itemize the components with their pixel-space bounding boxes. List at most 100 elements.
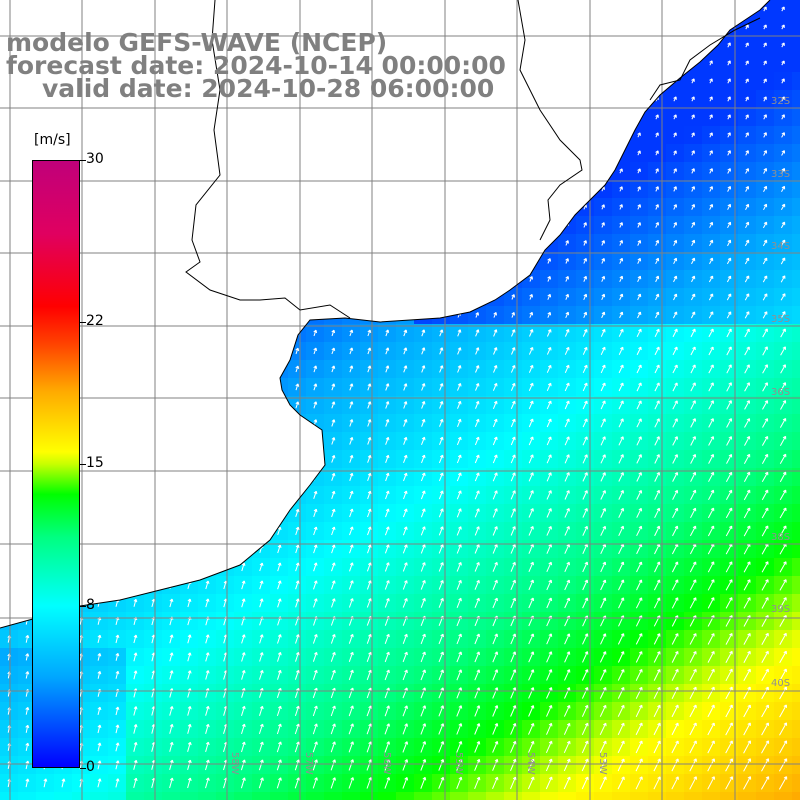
wind-arrow: [654, 382, 660, 392]
speed-cell: [198, 216, 217, 235]
speed-cell: [288, 0, 307, 19]
wind-arrow: [439, 186, 443, 192]
wind-arrow: [25, 312, 29, 318]
wind-arrow: [564, 454, 570, 464]
wind-arrow: [618, 436, 624, 446]
wind-arrow: [115, 6, 119, 12]
speed-cell: [90, 126, 109, 145]
speed-cell: [792, 144, 800, 163]
speed-cell: [522, 108, 541, 127]
wind-arrow: [241, 634, 246, 644]
wind-arrow: [438, 544, 444, 554]
wind-arrow: [708, 453, 715, 464]
wind-arrow: [367, 419, 372, 427]
speed-cell: [504, 108, 523, 127]
speed-cell: [360, 0, 379, 19]
wind-arrow: [619, 150, 623, 156]
wind-arrow: [653, 597, 661, 609]
wind-arrow: [763, 150, 767, 156]
speed-cell: [0, 234, 19, 253]
wind-arrow: [780, 275, 786, 283]
wind-arrow: [187, 723, 192, 734]
speed-cell: [504, 144, 523, 163]
wind-arrow: [727, 24, 731, 30]
speed-cell: [252, 0, 271, 19]
wind-arrow: [205, 222, 209, 228]
wind-arrow: [691, 186, 695, 192]
speed-cell: [792, 486, 800, 505]
wind-arrow: [690, 453, 697, 464]
wind-arrow: [511, 96, 515, 102]
wind-arrow: [403, 401, 408, 409]
wind-arrow: [43, 150, 47, 156]
speed-cell: [180, 360, 199, 379]
wind-arrow: [223, 437, 228, 445]
speed-cell: [234, 144, 253, 163]
wind-arrow: [421, 168, 425, 174]
wind-arrow: [25, 509, 30, 517]
speed-cell: [0, 324, 19, 343]
wind-arrow: [439, 24, 443, 30]
wind-arrow: [582, 382, 588, 392]
speed-cell: [216, 792, 235, 800]
wind-arrow: [761, 632, 769, 645]
wind-arrow: [618, 382, 624, 392]
wind-arrow: [241, 419, 246, 427]
wind-arrow: [457, 6, 461, 12]
colorbar: [32, 160, 80, 768]
wind-arrow: [457, 258, 461, 264]
wind-arrow: [727, 185, 731, 192]
wind-arrow: [313, 293, 317, 300]
wind-arrow: [511, 6, 515, 12]
speed-cell: [612, 108, 631, 127]
wind-arrow: [133, 724, 138, 734]
speed-cell: [324, 144, 343, 163]
wind-arrow: [115, 186, 119, 192]
wind-arrow: [25, 527, 30, 535]
speed-cell: [450, 162, 469, 181]
wind-arrow: [349, 365, 354, 373]
wind-arrow: [635, 597, 643, 609]
speed-cell: [144, 396, 163, 415]
wind-arrow: [402, 562, 408, 572]
wind-arrow: [655, 114, 659, 120]
wind-arrow: [511, 258, 515, 264]
wind-arrow: [546, 400, 552, 410]
wind-arrow: [546, 346, 552, 355]
wind-arrow: [385, 401, 390, 409]
speed-cell: [234, 198, 253, 217]
wind-arrow: [331, 419, 336, 427]
speed-cell: [468, 0, 487, 19]
wind-arrow: [349, 508, 354, 518]
speed-cell: [144, 558, 163, 577]
speed-cell: [342, 234, 361, 253]
speed-cell: [414, 18, 433, 37]
speed-cell: [252, 486, 271, 505]
wind-arrow: [457, 204, 461, 210]
speed-cell: [0, 162, 19, 181]
speed-cell: [126, 180, 145, 199]
speed-cell: [468, 144, 487, 163]
speed-cell: [540, 180, 559, 199]
wind-arrow: [313, 598, 318, 608]
wind-arrow: [402, 508, 408, 518]
wind-arrow: [547, 6, 551, 12]
wind-arrow: [25, 455, 30, 462]
wind-arrow: [313, 276, 317, 282]
wind-arrow: [133, 527, 138, 535]
wind-arrow: [421, 436, 426, 445]
wind-arrow: [600, 597, 607, 609]
speed-cell: [198, 198, 217, 217]
wind-arrow: [385, 508, 390, 518]
wind-arrow: [763, 78, 767, 84]
speed-cell: [612, 90, 631, 109]
wind-arrow: [348, 580, 354, 590]
wind-arrow: [744, 257, 750, 265]
wind-arrow: [707, 668, 715, 681]
wind-arrow: [187, 132, 191, 138]
wind-arrow: [385, 419, 390, 427]
wind-arrow: [187, 186, 191, 192]
speed-cell: [90, 792, 109, 800]
wind-arrow: [420, 597, 426, 608]
wind-arrow: [223, 168, 227, 174]
